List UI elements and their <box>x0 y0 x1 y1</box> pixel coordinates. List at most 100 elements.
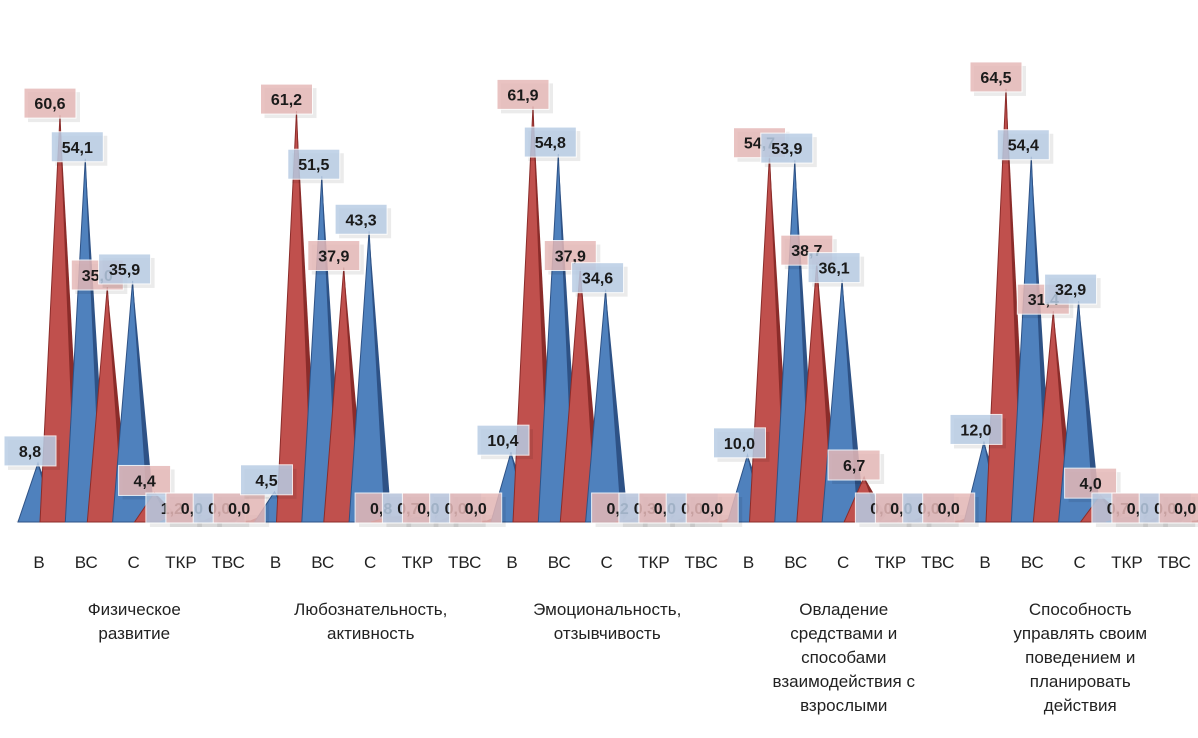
red-pyramid-4-1-face <box>1032 311 1070 523</box>
x-tick-label: ВС <box>784 553 807 572</box>
red-value-label-1-1: 37,9 <box>318 249 349 266</box>
x-tick-label: ТВС <box>684 553 717 572</box>
category-label-line: взаимодействия с <box>772 672 915 691</box>
blue-value-label-3-1-box <box>760 132 814 164</box>
blue-value-label-2-1-box <box>523 126 577 158</box>
blue-value-label-0-1: 54,1 <box>62 140 93 157</box>
x-tick-label: С <box>127 553 139 572</box>
blue-pyramid-2-2-side <box>605 289 628 522</box>
red-value-label-2-0: 61,9 <box>507 87 538 104</box>
blue-pyramid-0-2 <box>112 280 155 523</box>
blue-value-label-4-1-box <box>996 129 1050 161</box>
x-tick-label: ТВС <box>448 553 481 572</box>
blue-pyramid-1-1-face <box>301 176 339 523</box>
blue-value-label-3-2: 36,1 <box>819 261 850 278</box>
category-label: Овладение средствами и способами взаимодейс… <box>734 598 954 718</box>
blue-value-label-0-1-box <box>50 131 104 163</box>
blue-value-label-1-0: 4,5 <box>255 473 277 490</box>
blue-value-label-2-0-box <box>476 424 530 456</box>
category-label-line: развитие <box>98 624 171 643</box>
category-label: Любознательность, активность <box>261 598 481 646</box>
x-tick-label: В <box>506 553 517 572</box>
red-pyramid-1-1-face <box>323 267 361 523</box>
red-value-label-1-0-box <box>260 83 313 115</box>
x-tick-label: С <box>600 553 612 572</box>
red-value-label-3-2: 6,7 <box>843 458 865 475</box>
blue-value-label-1-1: 51,5 <box>298 157 329 174</box>
x-tick-label: ТВС <box>921 553 954 572</box>
red-pyramid-1-0-face <box>275 111 314 523</box>
blue-value-label-0-2: 35,9 <box>109 262 140 279</box>
blue-pyramid-4-1-face <box>1010 156 1048 523</box>
red-pyramid-0-1-face <box>86 286 124 523</box>
blue-pyramid-4-2-face <box>1058 301 1096 523</box>
category-label-line: Овладение <box>799 600 889 619</box>
blue-pyramid-0-2-side <box>132 280 155 522</box>
red-value-label-2-4-box <box>685 492 739 524</box>
category-label-line: способами <box>801 648 887 667</box>
blue-value-label-1-2-box <box>334 203 388 235</box>
blue-pyramid-2-1-face <box>537 154 575 523</box>
blue-value-label-1-1-box <box>287 148 341 180</box>
red-value-label-1-0: 61,2 <box>271 92 302 109</box>
red-value-label-0-4: 0,0 <box>228 501 250 518</box>
red-value-label-3-4: 0,0 <box>938 501 960 518</box>
x-tick-label: С <box>837 553 849 572</box>
blue-pyramid-1-2-side <box>369 231 392 522</box>
category-label-line: Любознательность, <box>294 600 448 619</box>
category-label-line: Физическое <box>87 600 181 619</box>
x-tick-label: ВС <box>548 553 571 572</box>
x-tick-label: ВС <box>311 553 334 572</box>
blue-value-label-2-2: 34,6 <box>582 271 613 288</box>
x-tick-label: С <box>1073 553 1085 572</box>
red-value-label-1-1-box <box>307 240 361 272</box>
red-value-label-0-0-box <box>23 87 77 119</box>
category-label-line: поведением и <box>1025 648 1136 667</box>
blue-value-label-4-1: 54,4 <box>1008 138 1039 155</box>
x-tick-label: ТВС <box>1157 553 1190 572</box>
category-label-line: Эмоциональность, <box>533 600 682 619</box>
red-value-label-3-4-box <box>922 492 976 524</box>
red-pyramid-3-1-face <box>796 262 834 523</box>
x-tick-label: В <box>270 553 281 572</box>
blue-value-label-2-1: 54,8 <box>535 135 566 152</box>
red-value-label-0-2-box <box>118 464 172 496</box>
category-label-line: активность <box>327 624 415 643</box>
blue-value-label-0-0-box <box>3 435 57 467</box>
blue-pyramid-4-2 <box>1058 301 1101 523</box>
category-label-line: планировать <box>1029 672 1131 691</box>
blue-value-label-0-0: 8,8 <box>19 444 41 461</box>
category-label-line: управлять своим <box>1013 624 1148 643</box>
x-tick-label: В <box>743 553 754 572</box>
blue-value-label-3-0-box <box>713 427 766 459</box>
x-tick-label: ТКР <box>875 553 907 572</box>
red-value-label-4-2: 4,0 <box>1079 476 1101 493</box>
x-tick-label: ТКР <box>638 553 670 572</box>
category-label-line: взрослыми <box>800 696 888 715</box>
x-tick-label: С <box>364 553 376 572</box>
x-tick-label: ВС <box>1021 553 1044 572</box>
category-label-line: отзывчивость <box>553 624 661 643</box>
category-label: Способность управлять своим поведением и пл… <box>970 598 1190 718</box>
red-value-label-0-2: 4,4 <box>133 473 155 490</box>
category-label: Физическое развитие <box>24 598 244 646</box>
red-value-label-4-0-box <box>969 61 1023 93</box>
x-tick-label: ВС <box>75 553 98 572</box>
category-label: Эмоциональность, отзывчивость <box>497 598 717 646</box>
blue-value-label-4-0: 12,0 <box>960 422 991 439</box>
red-value-label-4-4: 0,0 <box>1174 501 1196 518</box>
category-label-line: средствами и <box>790 624 898 643</box>
blue-value-label-4-2: 32,9 <box>1055 282 1086 299</box>
blue-value-label-2-2-box <box>571 262 625 294</box>
blue-value-label-3-0: 10,0 <box>724 436 755 453</box>
blue-value-label-2-0: 10,4 <box>487 433 518 450</box>
blue-pyramid-4-2-side <box>1078 301 1101 522</box>
blue-value-label-1-0-box <box>240 464 293 496</box>
x-tick-label: ТВС <box>211 553 244 572</box>
red-pyramid-4-0-face <box>985 88 1023 523</box>
blue-value-label-1-2: 43,3 <box>346 212 377 229</box>
blue-pyramid-0-2-face <box>112 280 150 523</box>
red-value-label-3-2-box <box>827 449 881 481</box>
category-label-line: действия <box>1043 696 1117 715</box>
